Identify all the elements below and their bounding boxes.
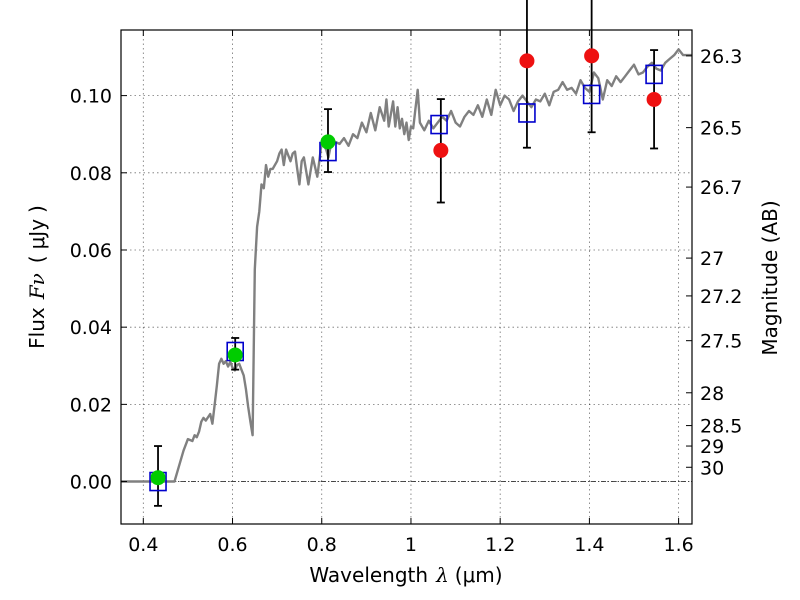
- model-point: [518, 103, 536, 123]
- y2-tick-label: 29: [700, 436, 724, 458]
- x-tick-label: 0.4: [128, 534, 158, 556]
- y-axis-label-unit: μJy: [25, 219, 49, 250]
- measured-point: [584, 48, 600, 64]
- y-axis-label-text: Flux: [25, 307, 49, 349]
- y2-tick-label: 26.7: [700, 177, 742, 199]
- detected-point: [320, 134, 336, 150]
- y2-tick-label: 27.5: [700, 331, 742, 353]
- detected-point: [227, 347, 243, 363]
- model-point: [582, 84, 601, 105]
- y-tick-label: 0.10: [70, 86, 112, 108]
- measured-point: [519, 53, 535, 69]
- y-tick-label: 0.08: [70, 163, 112, 185]
- template-spectrum-line: [121, 48, 692, 483]
- y2-tick-label: 28.5: [700, 416, 742, 438]
- y-axis-label-symbol: Fν: [25, 273, 49, 300]
- tick-labels: 0.4 0.6 0.8 1 1.2 1.4 1.6 0.00 0.02 0.04 0.06 0.08 0…: [70, 46, 743, 556]
- y-tick-label: 0.06: [70, 240, 112, 262]
- y-axis-label: Flux Fν ( μJy): [25, 205, 49, 349]
- x-tick-label: 0.8: [307, 534, 337, 556]
- y2-tick-label: 27.2: [700, 286, 742, 308]
- x-axis-label-text: Wavelength: [309, 563, 428, 587]
- y2-tick-label: 27: [700, 248, 724, 270]
- y-tick-label: 0.00: [70, 472, 112, 494]
- grid-lines: [121, 30, 692, 524]
- y2-tick-label: 28: [700, 383, 724, 405]
- model-point: [430, 114, 448, 135]
- y2-tick-label: 26.3: [700, 46, 742, 68]
- y2-axis-label: Magnitude (AB): [758, 200, 782, 355]
- y-axis-label-paren-open: (: [25, 255, 49, 263]
- detected-point: [150, 470, 166, 486]
- y-tick-label: 0.02: [70, 394, 112, 416]
- x-tick-label: 0.6: [217, 534, 247, 556]
- y2-tick-label: 26.5: [700, 118, 742, 140]
- y-axis-label-paren-close: ): [25, 205, 49, 213]
- tick-marks: [121, 30, 692, 524]
- y2-tick-label: 30: [700, 457, 724, 479]
- plot-area: [121, 0, 692, 507]
- x-axis-label-unit: (μm): [455, 563, 503, 587]
- plot-frame: [120, 29, 693, 525]
- x-tick-label: 1: [405, 534, 417, 556]
- x-axis-label: Wavelength λ (μm): [309, 563, 502, 587]
- model-point: [645, 64, 663, 85]
- x-tick-label: 1.4: [574, 534, 604, 556]
- x-tick-label: 1.2: [485, 534, 515, 556]
- x-tick-label: 1.6: [664, 534, 694, 556]
- y-tick-label: 0.04: [70, 317, 112, 339]
- x-axis-label-symbol: λ: [435, 563, 449, 587]
- measured-point: [646, 91, 662, 107]
- measured-point: [433, 142, 449, 158]
